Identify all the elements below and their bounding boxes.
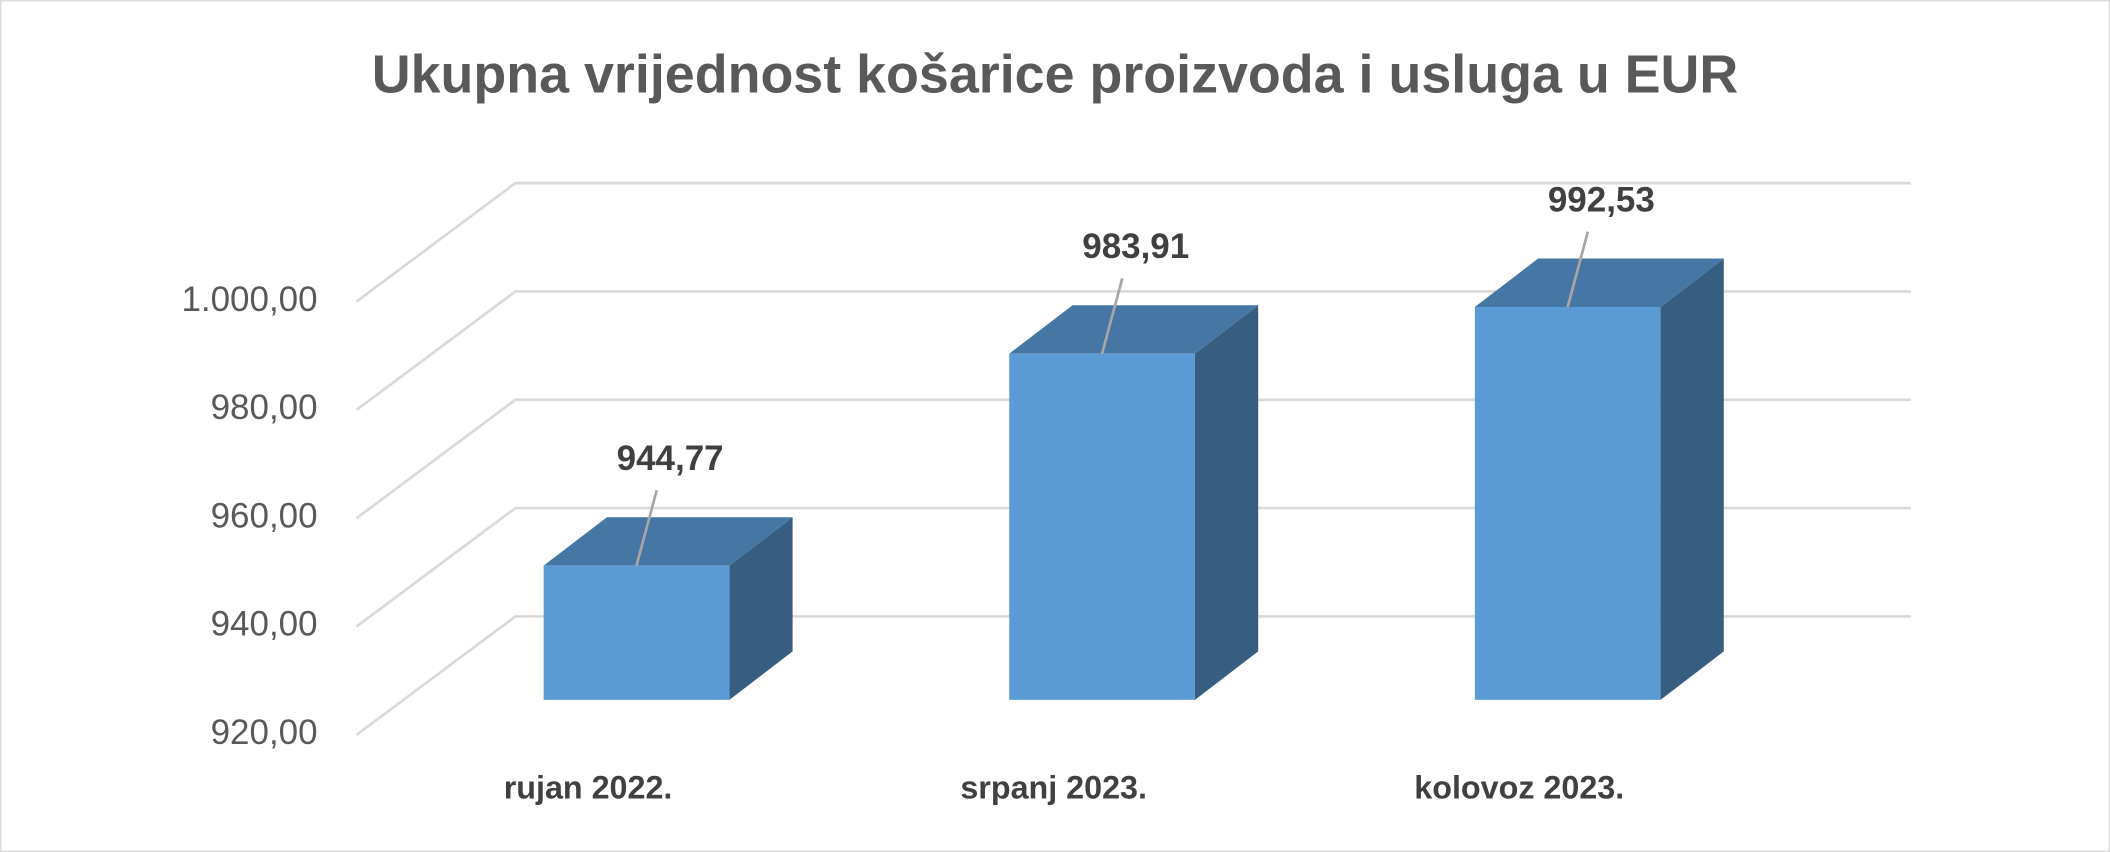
y-tick-label: 940,00: [211, 605, 318, 644]
leader-line: [635, 489, 658, 567]
y-tick-label: 920,00: [211, 713, 318, 752]
grid-line: [355, 615, 1911, 736]
grid-line: [355, 181, 1911, 303]
data-label: 992,53: [1548, 180, 1655, 219]
data-label: 944,77: [617, 439, 724, 478]
x-tick-label: rujan 2022.: [504, 770, 673, 806]
bar-side: [1660, 258, 1724, 700]
y-tick-label: 960,00: [211, 496, 318, 535]
data-label: 983,91: [1082, 227, 1189, 266]
bar-side: [729, 517, 793, 700]
bar-side: [1194, 305, 1259, 700]
bar: [1009, 353, 1195, 700]
y-tick-label: 1.000,00: [181, 280, 317, 319]
grid-line: [355, 290, 1911, 411]
x-tick-label: srpanj 2023.: [960, 770, 1147, 806]
y-tick-label: 980,00: [211, 388, 318, 427]
grid-line: [355, 398, 1911, 520]
bar-top: [1009, 305, 1259, 354]
x-tick-label: kolovoz 2023.: [1414, 770, 1624, 806]
leader-line: [1100, 277, 1124, 355]
leader-line: [1566, 231, 1590, 308]
chart-title: Ukupna vrijednost košarice proizvoda i u…: [372, 44, 1739, 104]
grid-line: [355, 506, 1911, 628]
bar: [1474, 306, 1661, 700]
bar-top: [1474, 258, 1724, 307]
bar-top: [543, 517, 793, 566]
bar: [543, 565, 730, 700]
